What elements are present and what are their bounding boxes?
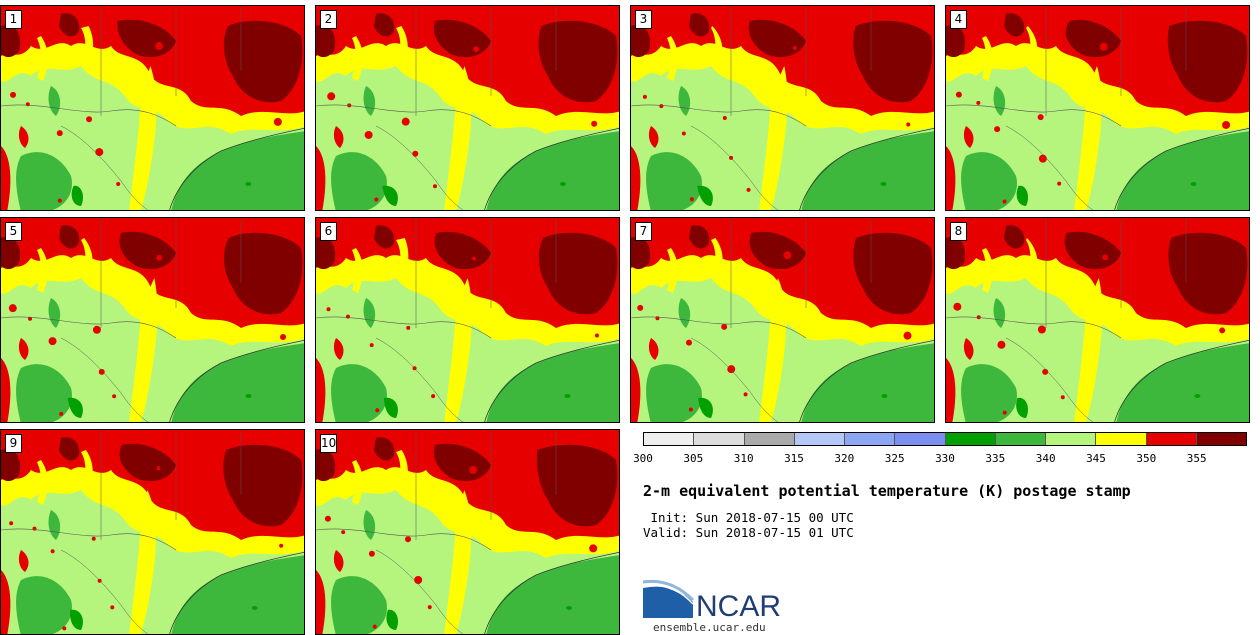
colorbar-tick-label: 300 xyxy=(633,452,653,465)
init-time: Init: Sun 2018-07-15 00 UTC xyxy=(643,510,854,525)
colorbar-segment xyxy=(1046,433,1097,445)
colorbar-segment xyxy=(744,433,795,445)
map-panel-9: 9 xyxy=(0,429,305,635)
panel-number-label: 8 xyxy=(950,222,967,241)
panel-number-label: 10 xyxy=(320,434,337,453)
ncar-logo-text: NCAR xyxy=(696,590,781,622)
colorbar-segment xyxy=(945,433,996,445)
panel-number-label: 2 xyxy=(320,10,337,29)
colorbar-segment xyxy=(644,433,695,445)
map-panel-7: 7 xyxy=(630,217,935,423)
colorbar-segment xyxy=(995,433,1046,445)
panel-number-label: 7 xyxy=(635,222,652,241)
map-panel-1: 1 xyxy=(0,5,305,211)
map-panel-6: 6 xyxy=(315,217,620,423)
panel-number-label: 1 xyxy=(5,10,22,29)
figure-title: 2-m equivalent potential temperature (K)… xyxy=(643,482,1131,500)
colorbar-tick-label: 315 xyxy=(784,452,804,465)
colorbar-tick-label: 325 xyxy=(884,452,905,465)
colorbar-segment xyxy=(845,433,896,445)
colorbar xyxy=(643,432,1247,446)
colorbar-segment xyxy=(694,433,745,445)
colorbar-tick-label: 355 xyxy=(1186,452,1207,465)
colorbar-segment xyxy=(1096,433,1147,445)
panel-number-label: 9 xyxy=(5,434,22,453)
colorbar-tick-label: 340 xyxy=(1035,452,1056,465)
panel-number-label: 4 xyxy=(950,10,967,29)
map-panel-8: 8 xyxy=(945,217,1250,423)
ncar-logo: NCAR xyxy=(642,578,803,623)
site-url: ensemble.ucar.edu xyxy=(653,621,766,634)
colorbar-segment xyxy=(794,433,845,445)
colorbar-tick-label: 330 xyxy=(935,452,955,465)
panel-number-label: 3 xyxy=(635,10,652,29)
colorbar-tick-label: 345 xyxy=(1086,452,1106,465)
panel-number-label: 6 xyxy=(320,222,337,241)
map-panel-4: 4 xyxy=(945,5,1250,211)
map-panel-5: 5 xyxy=(0,217,305,423)
panel-number-label: 5 xyxy=(5,222,22,241)
map-panel-3: 3 xyxy=(630,5,935,211)
map-panel-2: 2 xyxy=(315,5,620,211)
colorbar-tick-label: 350 xyxy=(1136,452,1157,465)
map-panel-10: 10 xyxy=(315,429,620,635)
colorbar-tick-label: 310 xyxy=(733,452,754,465)
colorbar-tick-label: 305 xyxy=(683,452,704,465)
colorbar-tick-label: 320 xyxy=(834,452,855,465)
colorbar-segment xyxy=(895,433,946,445)
colorbar-tick-label: 335 xyxy=(985,452,1006,465)
valid-time: Valid: Sun 2018-07-15 01 UTC xyxy=(643,525,854,540)
colorbar-segment xyxy=(1196,433,1246,445)
colorbar-segment xyxy=(1146,433,1197,445)
